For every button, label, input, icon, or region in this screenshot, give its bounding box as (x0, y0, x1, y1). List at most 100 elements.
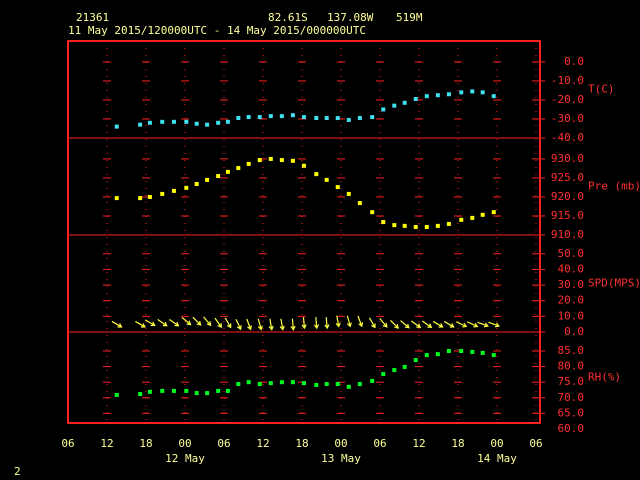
y-tick-label: 85.0 (558, 344, 585, 357)
x-tick-label: 06 (373, 437, 386, 450)
data-point (370, 210, 375, 215)
data-point (147, 194, 152, 199)
x-tick-label: 18 (295, 437, 308, 450)
data-point (413, 358, 418, 363)
y-tick-label: 20.0 (558, 294, 585, 307)
data-point (147, 389, 152, 394)
y-tick-label: 910.0 (551, 228, 584, 241)
wind-arrow (235, 318, 242, 331)
wind-arrow (257, 318, 263, 331)
x-tick-label: 18 (139, 437, 152, 450)
data-point (381, 107, 386, 112)
wind-arrow (313, 317, 320, 330)
y-tick-label: 40.0 (558, 262, 585, 275)
data-point (314, 382, 319, 387)
data-point (257, 382, 262, 387)
y-tick-label: 75.0 (558, 375, 585, 388)
data-point (435, 93, 440, 98)
x-tick-label: 12 (256, 437, 269, 450)
y-tick-label: 920.0 (551, 190, 584, 203)
y-tick-label: -30.0 (551, 112, 584, 125)
wind-arrow (335, 315, 341, 328)
x-tick-label: 00 (178, 437, 191, 450)
data-point (335, 382, 340, 387)
data-point (279, 114, 284, 119)
data-point (225, 169, 230, 174)
data-point (335, 185, 340, 190)
data-point (370, 378, 375, 383)
data-point (413, 97, 418, 102)
data-point (138, 122, 143, 127)
series-label: Pre (mb) (588, 180, 640, 193)
x-tick-label: 18 (451, 437, 464, 450)
data-point (257, 158, 262, 163)
y-tick-label: 10.0 (558, 309, 585, 322)
data-point (205, 391, 210, 396)
data-point (279, 158, 284, 163)
x-tick-label: 00 (334, 437, 347, 450)
data-point (381, 372, 386, 377)
data-point (446, 221, 451, 226)
data-point (138, 196, 143, 201)
data-point (324, 116, 329, 121)
wind-arrow (224, 317, 232, 329)
y-tick-label: -10.0 (551, 74, 584, 87)
data-point (171, 119, 176, 124)
elevation: 519M (396, 11, 423, 24)
y-tick-label: 60.0 (558, 422, 585, 435)
y-tick-label: 915.0 (551, 209, 584, 222)
wind-arrow (410, 320, 422, 328)
data-point (246, 161, 251, 166)
x-tick-label: 06 (61, 437, 74, 450)
y-tick-label: 65.0 (558, 406, 585, 419)
frame (67, 40, 541, 424)
wind-arrow (169, 318, 180, 327)
y-tick-label: 30.0 (558, 278, 585, 291)
series-label: T(C) (588, 83, 615, 96)
x-tick-label: 12 (100, 437, 113, 450)
data-point (290, 158, 295, 163)
data-point (114, 196, 119, 201)
data-point (324, 177, 329, 182)
y-tick-label: 0.0 (564, 325, 584, 338)
data-point (301, 381, 306, 386)
longitude: 137.08W (327, 11, 374, 24)
wind-arrow (144, 319, 156, 327)
latitude: 82.61S (268, 11, 308, 24)
wind-arrow (268, 318, 274, 331)
data-point (491, 353, 496, 358)
wind-arrow (324, 317, 330, 330)
wind-arrow (400, 320, 410, 329)
data-point (257, 115, 262, 120)
data-point (290, 380, 295, 385)
data-point (370, 115, 375, 120)
data-point (491, 94, 496, 99)
data-point (491, 210, 496, 215)
data-point (446, 92, 451, 97)
data-point (171, 188, 176, 193)
wind-arrow (357, 315, 364, 328)
data-point (268, 156, 273, 161)
wind-arrow (379, 318, 388, 328)
data-point (402, 364, 407, 369)
y-tick-label: 70.0 (558, 391, 585, 404)
y-tick-label: -20.0 (551, 93, 584, 106)
wind-arrow (301, 317, 307, 330)
data-point (194, 182, 199, 187)
data-point (216, 174, 221, 179)
data-point (435, 223, 440, 228)
data-point (392, 368, 397, 373)
data-point (216, 120, 221, 125)
data-point (346, 191, 351, 196)
data-point (424, 353, 429, 358)
x-tick-label: 00 (490, 437, 503, 450)
data-point (346, 384, 351, 389)
wind-arrow (456, 321, 468, 328)
data-point (381, 220, 386, 225)
wind-arrow (157, 318, 168, 327)
data-point (216, 388, 221, 393)
wind-arrow (346, 315, 352, 328)
data-point (184, 119, 189, 124)
